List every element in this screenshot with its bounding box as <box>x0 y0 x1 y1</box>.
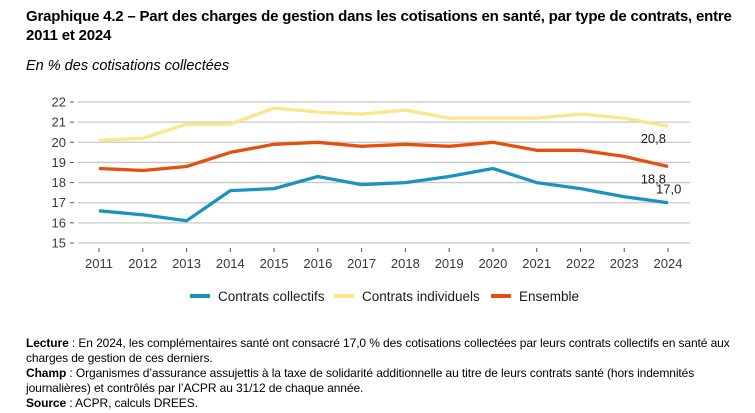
legend-label: Contrats individuels <box>362 289 480 304</box>
x-tick-label: 2011 <box>85 256 113 271</box>
end-data-label: 18,8 <box>641 171 666 186</box>
champ-text: : Organismes d’assurance assujettis à la… <box>26 366 695 395</box>
note-source: Source : ACPR, calculs DREES. <box>26 396 738 411</box>
y-tick-label: 18 <box>52 175 66 190</box>
y-tick-label: 15 <box>52 236 66 251</box>
note-champ: Champ : Organismes d’assurance assujetti… <box>26 366 738 396</box>
x-tick-label: 2019 <box>435 256 464 271</box>
x-tick-label: 2024 <box>654 256 683 271</box>
series-line-contrats-individuels <box>98 106 669 142</box>
y-axis: 15 16 17 18 19 20 21 22 <box>52 95 74 251</box>
y-tick-label: 21 <box>52 115 66 130</box>
y-tick-label: 17 <box>52 195 66 210</box>
x-tick-label: 2023 <box>610 256 639 271</box>
lecture-text: : En 2024, les complémentaires santé ont… <box>26 336 730 365</box>
y-tick-label: 16 <box>52 215 66 230</box>
legend: Contrats collectifs Contrats individuels E… <box>190 289 579 304</box>
x-tick-label: 2012 <box>128 256 157 271</box>
legend-label: Contrats collectifs <box>218 289 325 304</box>
x-tick-label: 2020 <box>478 256 507 271</box>
source-label: Source <box>26 396 67 410</box>
chart-subtitle: En % des cotisations collectées <box>26 58 230 74</box>
x-tick-label: 2017 <box>347 256 376 271</box>
series-lines <box>98 106 669 223</box>
y-tick-label: 20 <box>52 135 66 150</box>
x-tick-label: 2022 <box>566 256 595 271</box>
chart-title: Graphique 4.2 – Part des charges de gest… <box>26 8 732 44</box>
y-tick-label: 22 <box>52 95 66 110</box>
x-tick-label: 2018 <box>391 256 420 271</box>
series-line-ensemble <box>98 140 669 173</box>
note-lecture: Lecture : En 2024, les complémentaires s… <box>26 336 738 366</box>
chart-notes: Lecture : En 2024, les complémentaires s… <box>26 336 738 411</box>
series-line-contrats-collectifs <box>98 166 669 223</box>
x-tick-label: 2014 <box>216 256 245 271</box>
legend-label: Ensemble <box>519 289 579 304</box>
x-tick-label: 2013 <box>172 256 201 271</box>
end-data-label: 17,0 <box>656 182 681 197</box>
x-tick-label: 2021 <box>522 256 551 271</box>
y-tick-label: 19 <box>52 155 66 170</box>
x-axis: 2011 2012 2013 2014 2015 2016 2017 2018 2019 2020… <box>85 248 682 271</box>
end-data-label: 20,8 <box>641 131 666 146</box>
x-tick-label: 2015 <box>260 256 289 271</box>
lecture-label: Lecture <box>26 336 69 350</box>
source-text: : ACPR, calculs DREES. <box>66 396 198 410</box>
gridlines <box>78 101 690 244</box>
x-tick-label: 2016 <box>303 256 332 271</box>
data-labels: 17,0 20,8 18,8 <box>641 131 682 197</box>
champ-label: Champ <box>26 366 67 380</box>
